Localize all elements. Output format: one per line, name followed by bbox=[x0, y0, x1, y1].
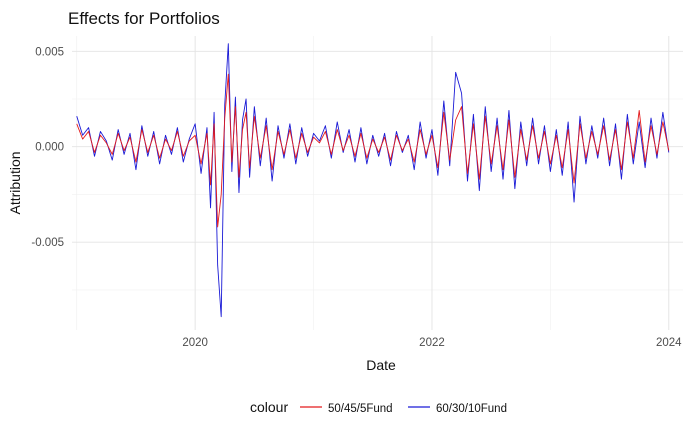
y-tick-label: 0.000 bbox=[35, 142, 64, 154]
x-tick-label: 2024 bbox=[656, 337, 682, 349]
legend-label-60-30-10fund: 60/30/10Fund bbox=[436, 403, 507, 415]
x-tick-label: 2020 bbox=[182, 337, 208, 349]
y-tick-label: -0.005 bbox=[31, 237, 64, 249]
x-tick-labels: 2020 2022 2024 bbox=[182, 337, 682, 349]
chart-title: Effects for Portfolios bbox=[68, 9, 220, 28]
y-axis-title: Attribution bbox=[7, 151, 23, 214]
legend: colour 50/45/5Fund 60/30/10Fund bbox=[250, 399, 507, 415]
y-tick-label: 0.005 bbox=[35, 46, 64, 58]
grid bbox=[72, 36, 683, 330]
series-layer bbox=[76, 43, 670, 318]
x-axis-title: Date bbox=[366, 357, 396, 373]
legend-title: colour bbox=[250, 399, 288, 415]
legend-label-50-45-5fund: 50/45/5Fund bbox=[328, 403, 393, 415]
y-tick-labels: -0.005 0.000 0.005 bbox=[31, 46, 64, 249]
series-line-50-45-5fund bbox=[76, 73, 670, 228]
x-tick-label: 2022 bbox=[419, 337, 445, 349]
series-line-60-30-10fund bbox=[76, 43, 670, 318]
